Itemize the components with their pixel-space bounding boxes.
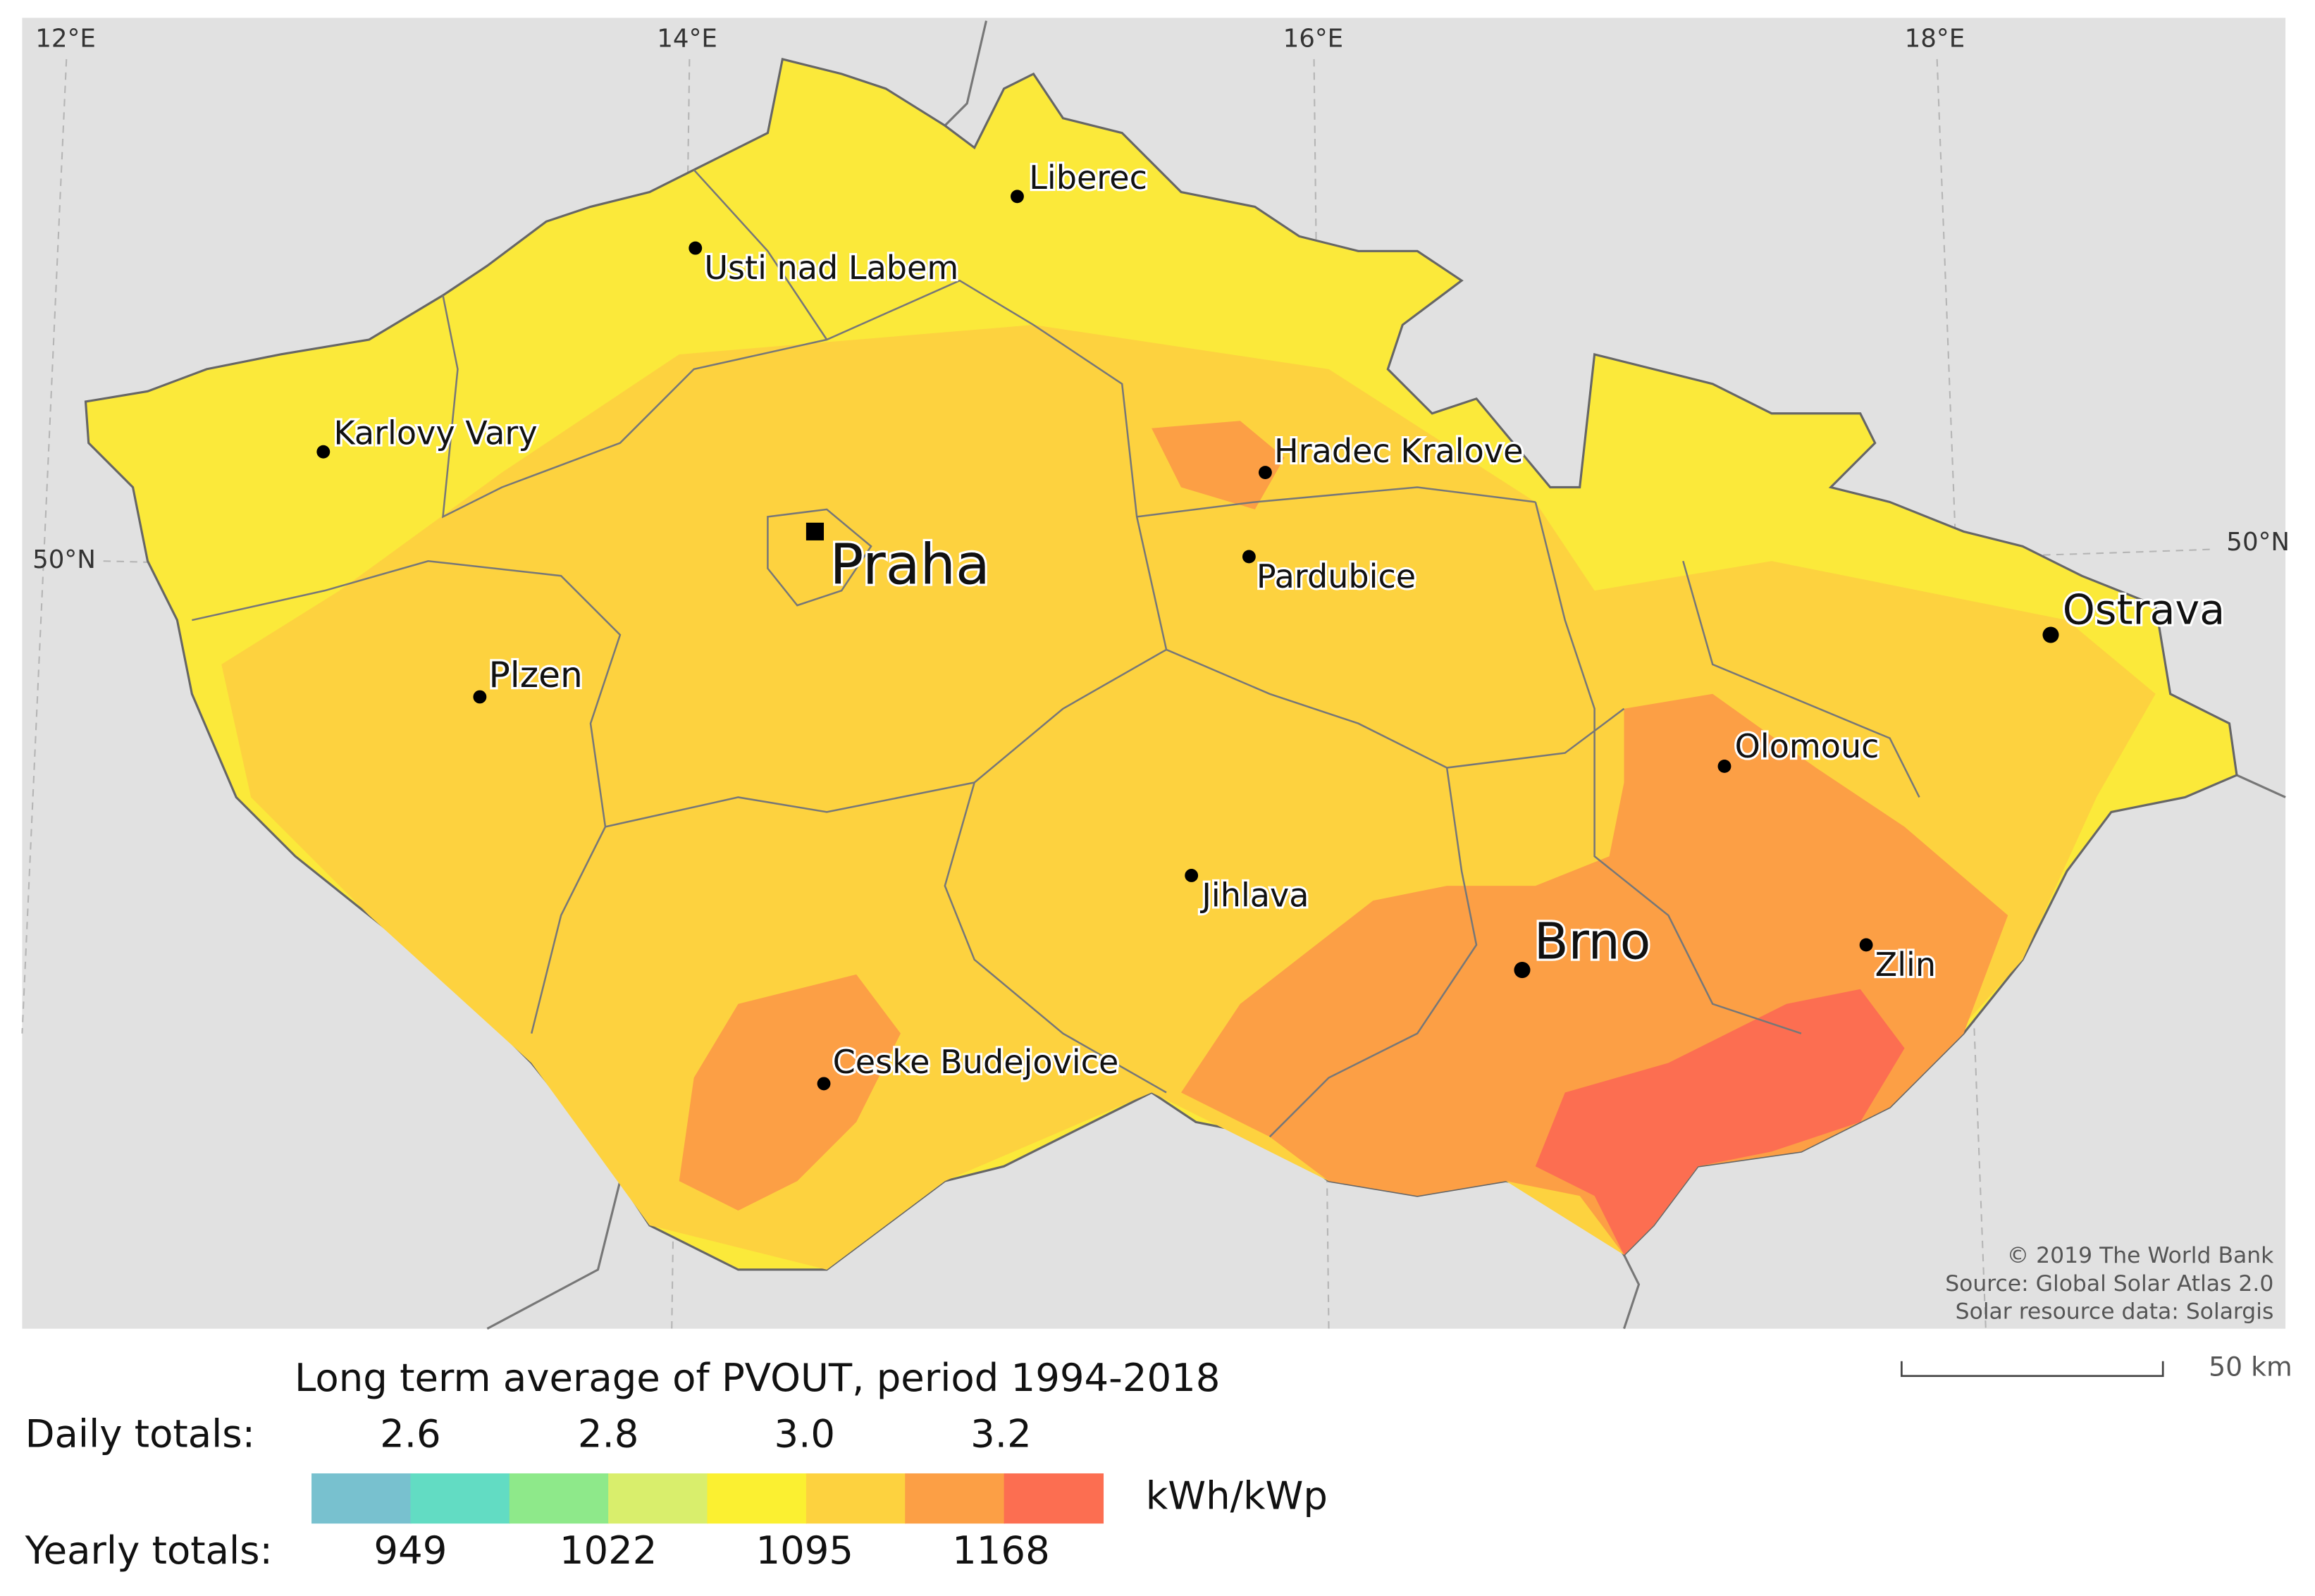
city-marker — [689, 241, 703, 255]
legend-swatch — [410, 1473, 510, 1524]
labels-layer: 12°E 14°E 16°E 18°E 50°N 50°N Liberec Usti nad … — [25, 25, 2292, 1573]
graticule-label: 14°E — [657, 25, 717, 54]
city-label: Hradec Kralove — [1274, 432, 1523, 470]
city-label: Brno — [1534, 912, 1651, 970]
legend-yearly-value: 949 — [374, 1528, 447, 1573]
city-marker — [1717, 760, 1731, 773]
legend-row-label: Daily totals: — [25, 1411, 255, 1456]
graticule-label: 50°N — [2226, 528, 2290, 557]
city-marker — [473, 690, 487, 704]
border — [944, 20, 988, 127]
border — [1623, 1254, 1641, 1330]
border — [442, 279, 1168, 1094]
city-label: Ostrava — [2063, 586, 2225, 634]
city-label: Usti nad Labem — [704, 249, 958, 287]
graticule-label: 50°N — [32, 545, 96, 574]
legend-swatch — [805, 1473, 906, 1524]
legend-swatch — [707, 1473, 807, 1524]
border — [486, 1180, 622, 1330]
legend-daily-value: 3.2 — [970, 1411, 1032, 1456]
region-fill — [1152, 421, 1285, 509]
city-marker — [1185, 869, 1199, 882]
graticule-label: 12°E — [35, 25, 96, 54]
legend-title: Long term average of PVOUT, period 1994-… — [295, 1355, 1220, 1400]
city-label: Jihlava — [1199, 876, 1309, 914]
meridian — [21, 58, 68, 1034]
city-marker — [817, 1077, 831, 1091]
city-marker — [1514, 962, 1531, 979]
border — [693, 169, 828, 340]
credit-line: Source: Global Solar Atlas 2.0 — [1945, 1271, 2273, 1297]
legend-yearly-value: 1168 — [952, 1528, 1050, 1573]
city-label: Liberec — [1029, 159, 1147, 197]
legend-yearly-value: 1095 — [755, 1528, 853, 1573]
city-marker — [316, 445, 331, 459]
border — [1682, 560, 1920, 798]
legend-swatch — [311, 1473, 412, 1524]
city-label: Pardubice — [1257, 557, 1416, 595]
region-fill — [679, 974, 901, 1211]
legend-daily-value: 3.0 — [774, 1411, 835, 1456]
legend-swatch — [905, 1473, 1005, 1524]
city-label: Praha — [829, 532, 989, 598]
legend-row-label: Yearly totals: — [25, 1528, 273, 1573]
legend-daily-value: 2.8 — [578, 1411, 639, 1456]
city-label: Zlin — [1875, 946, 1936, 984]
legend-swatch — [1004, 1473, 1104, 1524]
city-marker — [1011, 190, 1024, 204]
border — [1166, 648, 1625, 769]
border — [192, 559, 622, 1034]
border — [605, 781, 975, 828]
legend-daily-value: 2.6 — [380, 1411, 441, 1456]
credit-line: © 2019 The World Bank — [2007, 1243, 2274, 1268]
graticule-label: 18°E — [1905, 25, 1965, 54]
border — [767, 508, 872, 607]
border — [2236, 774, 2286, 798]
border — [1137, 486, 1536, 518]
border — [1268, 767, 1478, 1138]
city-label: Olomouc — [1735, 727, 1879, 765]
capital-marker — [805, 522, 825, 540]
city-label: Ceske Budejovice — [833, 1043, 1119, 1081]
scale-bar — [1901, 1361, 2164, 1378]
region-fill — [1535, 989, 1905, 1255]
legend-yearly-value: 1022 — [560, 1528, 658, 1573]
legend-swatch — [608, 1473, 708, 1524]
legend-unit: kWh/kWp — [1146, 1473, 1328, 1518]
border — [1534, 502, 1802, 1034]
neighbour-borders — [486, 20, 2286, 1330]
city-label: Karlovy Vary — [333, 414, 537, 452]
graticule-label: 16°E — [1283, 25, 1344, 54]
credit-line: Solar resource data: Solargis — [1956, 1299, 2274, 1325]
city-marker — [1259, 466, 1272, 479]
city-marker — [1242, 550, 1256, 564]
legend-swatch — [509, 1473, 610, 1524]
city-marker — [1859, 938, 1873, 952]
city-label: Plzen — [488, 654, 582, 695]
city-marker — [2042, 626, 2059, 643]
region-borders — [192, 169, 1920, 1138]
scale-bar-label: 50 km — [2209, 1351, 2292, 1382]
